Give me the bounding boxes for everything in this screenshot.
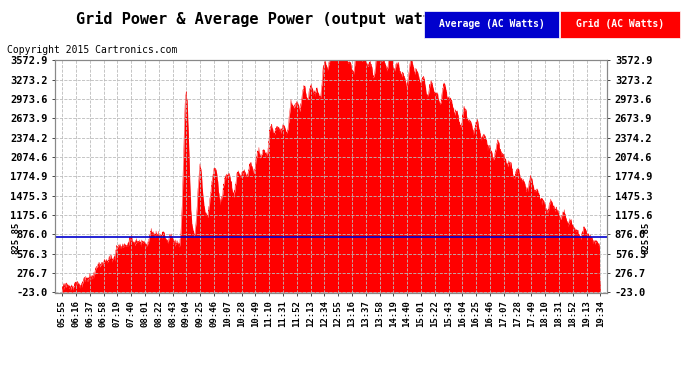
Text: 825.85: 825.85	[12, 221, 21, 254]
Text: 825.85: 825.85	[642, 221, 651, 254]
Text: Average (AC Watts): Average (AC Watts)	[439, 20, 544, 29]
Text: Grid (AC Watts): Grid (AC Watts)	[576, 20, 664, 29]
Text: Grid Power & Average Power (output watts)  Thu Apr 30 19:51: Grid Power & Average Power (output watts…	[76, 11, 614, 27]
Text: Copyright 2015 Cartronics.com: Copyright 2015 Cartronics.com	[7, 45, 177, 55]
